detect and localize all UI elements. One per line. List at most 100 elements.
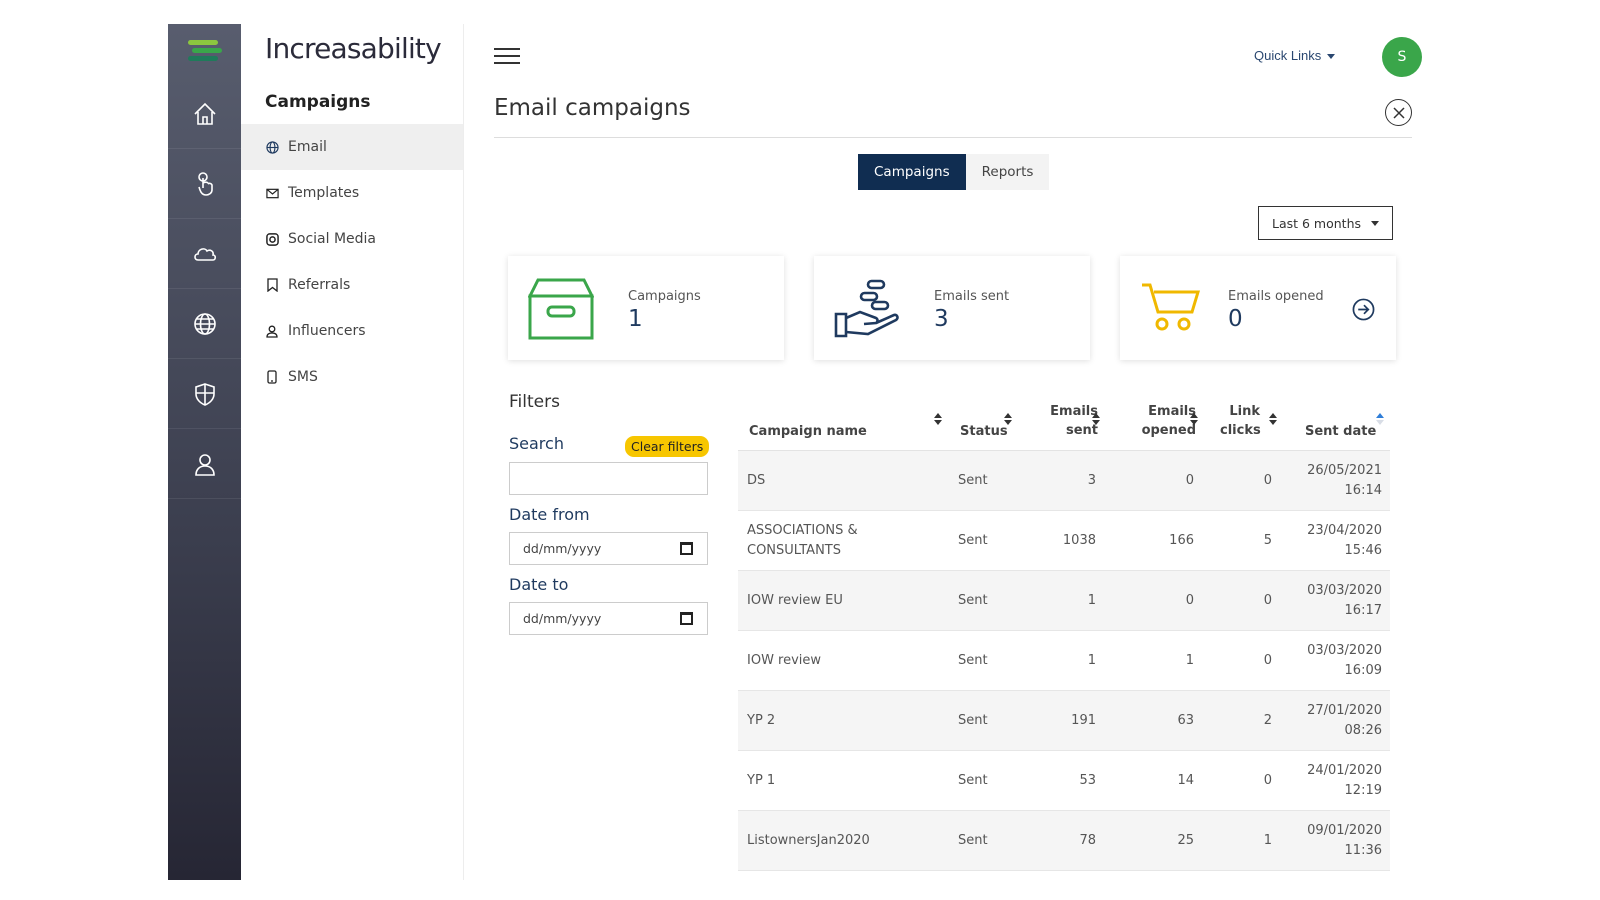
shield-icon[interactable] xyxy=(168,359,241,429)
sent-date: 03/03/2020 xyxy=(1307,582,1382,598)
subnav-item-email[interactable]: Email xyxy=(241,124,463,170)
table-row[interactable]: ListownersJan2020 Sent 78 25 1 09/01/2020 11:3… xyxy=(738,811,1390,871)
tab-campaigns[interactable]: Campaigns xyxy=(858,154,966,190)
sent-time: 12:19 xyxy=(1344,782,1382,798)
sent-date: 23/04/2020 xyxy=(1307,522,1382,538)
globe-icon[interactable] xyxy=(168,289,241,359)
view-tabs: Campaigns Reports xyxy=(858,154,1050,190)
subnav-list: Email Templates Social Media Referrals I… xyxy=(241,124,463,400)
sort-icon[interactable] xyxy=(934,413,942,427)
touch-icon[interactable] xyxy=(168,149,241,219)
col-sent-date[interactable]: Sent date xyxy=(1305,424,1377,439)
cell-emails-sent: 3 xyxy=(1087,472,1096,488)
stat-value: 0 xyxy=(1228,306,1243,332)
sent-time: 15:46 xyxy=(1344,542,1382,558)
table-row[interactable]: ASSOCIATIONS & CONSULTANTS Sent 1038 166 5 23… xyxy=(738,511,1390,571)
quick-links-dropdown[interactable]: Quick Links xyxy=(1254,48,1336,63)
sent-date: 03/03/2020 xyxy=(1307,642,1382,658)
subnav-item-influencers[interactable]: Influencers xyxy=(241,308,463,354)
cell-link-clicks: 5 xyxy=(1263,532,1272,548)
cell-emails-sent: 1 xyxy=(1087,652,1096,668)
subnav-item-sms[interactable]: SMS xyxy=(241,354,463,400)
hamburger-menu-icon[interactable] xyxy=(494,48,520,66)
col-link-clicks[interactable]: Link clicks xyxy=(1220,402,1261,440)
table-row[interactable]: YP 2 Sent 191 63 2 27/01/2020 08:26 xyxy=(738,691,1390,751)
cell-campaign-name: ASSOCIATIONS & CONSULTANTS xyxy=(747,522,858,558)
page-title: Email campaigns xyxy=(494,95,691,121)
envelope-icon xyxy=(264,185,280,201)
filters-heading: Filters xyxy=(509,392,560,412)
cloud-icon[interactable] xyxy=(168,219,241,289)
subnav-item-referrals[interactable]: Referrals xyxy=(241,262,463,308)
sent-time: 16:17 xyxy=(1344,602,1382,618)
caret-down-icon xyxy=(1371,220,1380,226)
cell-status: Sent xyxy=(958,832,988,848)
caret-down-icon xyxy=(1327,54,1336,60)
col-emails-opened-line2: opened xyxy=(1141,423,1196,438)
stat-card-emails-opened: Emails opened 0 xyxy=(1120,256,1396,360)
cell-campaign-name: IOW review EU xyxy=(747,592,843,608)
cell-campaign-name: YP 2 xyxy=(747,712,776,728)
cell-emails-opened: 1 xyxy=(1185,652,1194,668)
logo-icon[interactable] xyxy=(168,24,241,79)
sort-asc-icon[interactable] xyxy=(1376,413,1384,427)
table-row[interactable]: YP 1 Sent 53 14 0 24/01/2020 12:19 xyxy=(738,751,1390,811)
sent-date: 24/01/2020 xyxy=(1307,762,1382,778)
cell-status: Sent xyxy=(958,652,988,668)
stat-value: 1 xyxy=(628,306,643,332)
sort-icon[interactable] xyxy=(1190,413,1198,427)
date-range-dropdown[interactable]: Last 6 months xyxy=(1258,206,1393,240)
subnav-item-label: Social Media xyxy=(288,231,377,247)
clear-filters-button[interactable]: Clear filters xyxy=(625,436,710,457)
table-row[interactable]: IOW review EU Sent 1 0 0 03/03/2020 16:17 xyxy=(738,571,1390,631)
subnav-item-label: Referrals xyxy=(288,277,351,293)
sort-icon[interactable] xyxy=(1004,413,1012,427)
sort-icon[interactable] xyxy=(1269,413,1277,427)
globe-icon xyxy=(264,139,280,155)
sent-time: 08:26 xyxy=(1344,722,1382,738)
col-emails-opened[interactable]: Emails opened xyxy=(1136,402,1196,440)
title-divider xyxy=(494,137,1412,138)
cell-link-clicks: 0 xyxy=(1263,652,1272,668)
home-icon[interactable] xyxy=(168,79,241,149)
user-icon[interactable] xyxy=(168,429,241,499)
stat-card-emails-sent: Emails sent 3 xyxy=(814,256,1090,360)
date-to-label: Date to xyxy=(509,575,569,594)
subnav-item-templates[interactable]: Templates xyxy=(241,170,463,216)
table-row[interactable]: DS Sent 3 0 0 26/05/2021 16:14 xyxy=(738,451,1390,511)
cell-emails-sent: 191 xyxy=(1071,712,1096,728)
table-row[interactable]: IOW review Sent 1 1 0 03/03/2020 16:09 xyxy=(738,631,1390,691)
icon-rail xyxy=(168,24,241,880)
cell-status: Sent xyxy=(958,712,988,728)
hand-coins-icon xyxy=(834,279,899,338)
cell-status: Sent xyxy=(958,772,988,788)
sort-icon[interactable] xyxy=(1092,413,1100,427)
close-icon[interactable] xyxy=(1385,99,1412,126)
stat-label: Emails sent xyxy=(934,289,1010,304)
cell-sent-date: 26/05/2021 16:14 xyxy=(1307,461,1382,501)
calendar-icon[interactable] xyxy=(680,542,693,555)
subnav-item-label: Templates xyxy=(288,185,360,201)
sent-time: 16:09 xyxy=(1344,662,1382,678)
table-body: DS Sent 3 0 0 26/05/2021 16:14 ASSOCIATIONS & C… xyxy=(738,451,1390,871)
date-to-field[interactable]: dd/mm/yyyy xyxy=(509,602,708,635)
brand-name[interactable]: Increasability xyxy=(265,32,442,65)
subnav-title: Campaigns xyxy=(265,92,371,112)
col-link-clicks-line2: clicks xyxy=(1220,423,1261,438)
cell-campaign-name: DS xyxy=(747,472,766,488)
sent-date: 27/01/2020 xyxy=(1307,702,1382,718)
tab-reports[interactable]: Reports xyxy=(965,154,1050,190)
calendar-icon[interactable] xyxy=(680,612,693,625)
date-from-field[interactable]: dd/mm/yyyy xyxy=(509,532,708,565)
sub-navigation: Increasability Campaigns Email Templates… xyxy=(241,24,464,880)
col-status[interactable]: Status xyxy=(960,424,1008,439)
avatar[interactable]: S xyxy=(1382,37,1422,77)
arrow-right-circle-icon[interactable] xyxy=(1352,298,1375,321)
cell-emails-opened: 63 xyxy=(1177,712,1194,728)
col-campaign-name[interactable]: Campaign name xyxy=(749,424,867,439)
col-emails-sent[interactable]: Emails sent xyxy=(1040,402,1098,440)
subnav-item-social-media[interactable]: Social Media xyxy=(241,216,463,262)
cell-campaign-name: IOW review xyxy=(747,652,822,668)
search-input[interactable] xyxy=(509,462,708,495)
date-from-placeholder: dd/mm/yyyy xyxy=(523,541,602,556)
